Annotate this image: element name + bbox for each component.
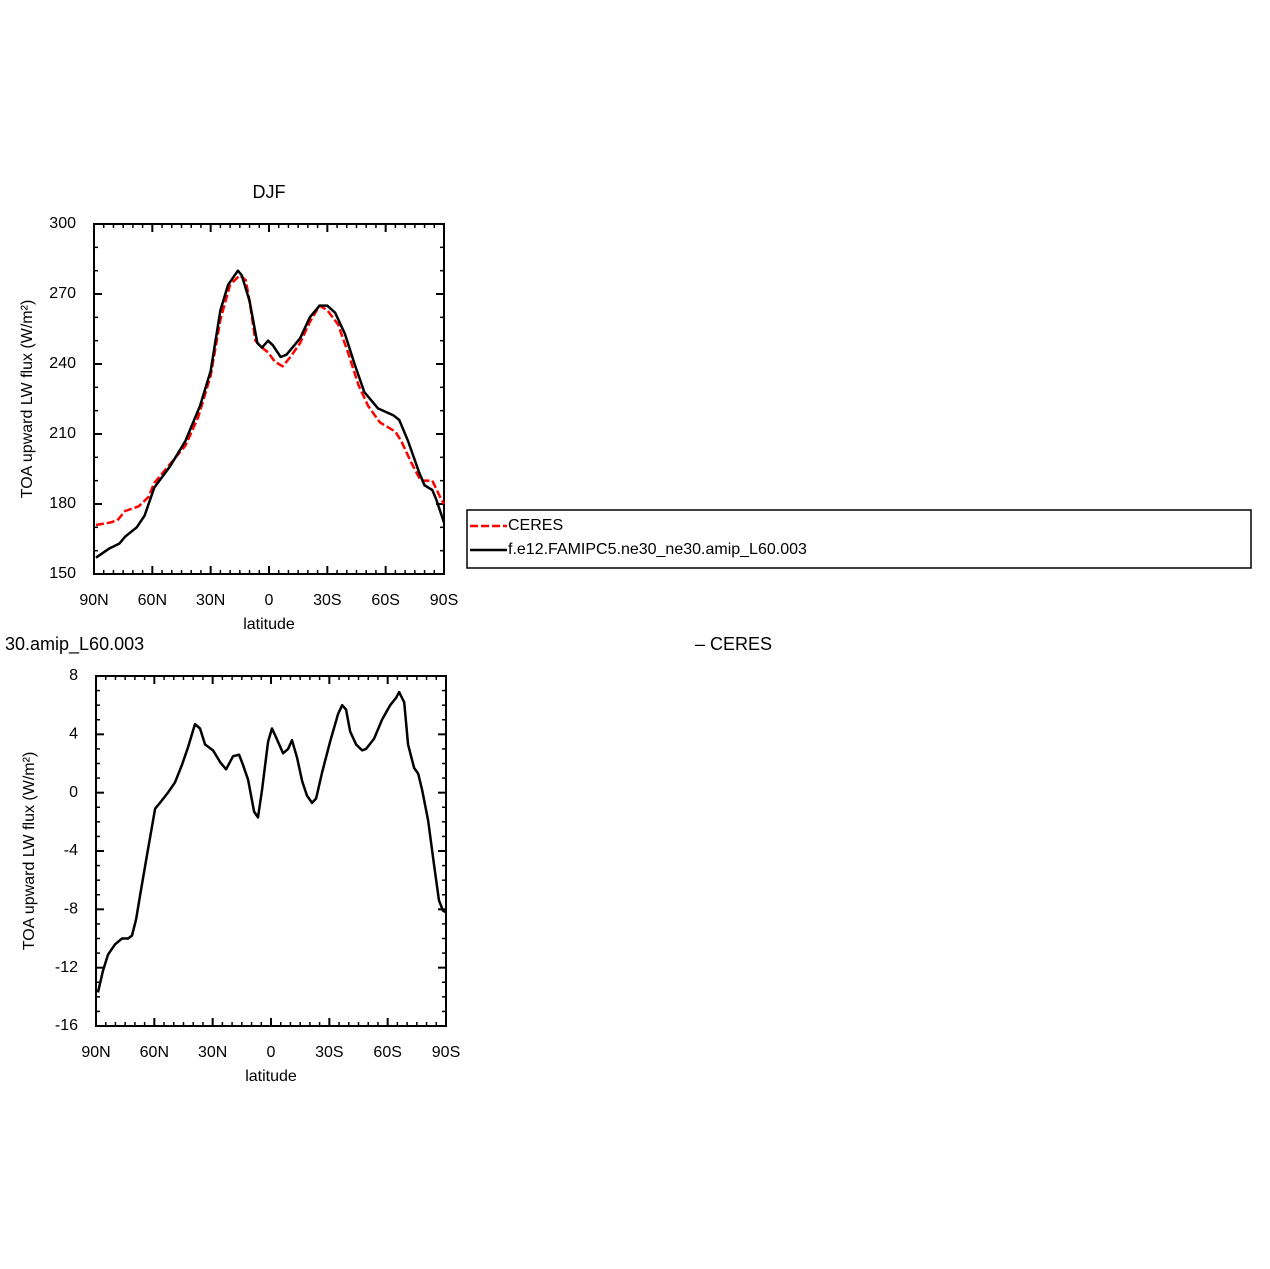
- x-tick-label: 60N: [140, 1044, 169, 1061]
- y-tick-label: -16: [55, 1017, 78, 1034]
- y-tick-label: 4: [69, 726, 78, 743]
- series-line: [95, 274, 446, 527]
- series-line: [96, 690, 447, 993]
- x-tick-label: 30N: [196, 592, 225, 609]
- x-tick-label: 60S: [371, 592, 399, 609]
- x-tick-label: 30S: [315, 1044, 343, 1061]
- title-fragment: 30.amip_L60.003: [5, 634, 144, 655]
- x-tick-label: 90N: [81, 1044, 110, 1061]
- y-tick-label: -8: [64, 901, 78, 918]
- plot-frame: [93, 223, 445, 575]
- y-tick-label: 270: [49, 285, 76, 302]
- y-axis-label: TOA upward LW flux (W/m²): [21, 752, 38, 951]
- y-tick-label: -4: [64, 842, 78, 859]
- y-tick-label: 240: [49, 355, 76, 372]
- x-tick-label: 30S: [313, 592, 341, 609]
- y-tick-label: 8: [69, 667, 78, 684]
- x-tick-label: 30N: [198, 1044, 227, 1061]
- x-tick-label: 90N: [79, 592, 108, 609]
- y-tick-label: 300: [49, 215, 76, 232]
- y-tick-label: 210: [49, 425, 76, 442]
- series-line: [95, 269, 446, 559]
- x-tick-label: 0: [267, 1044, 276, 1061]
- x-axis-label: latitude: [243, 616, 295, 633]
- x-tick-label: 60N: [138, 592, 167, 609]
- x-tick-label: 0: [265, 592, 274, 609]
- x-tick-label: 90S: [432, 1044, 460, 1061]
- title-fragment: – CERES: [695, 634, 772, 654]
- y-tick-label: 180: [49, 495, 76, 512]
- chart-title: DJF: [253, 182, 286, 202]
- legend-box: [466, 509, 1252, 569]
- y-tick-label: 0: [69, 784, 78, 801]
- y-tick-label: -12: [55, 959, 78, 976]
- x-axis-label: latitude: [245, 1068, 297, 1085]
- x-tick-label: 90S: [430, 592, 458, 609]
- legend-label: f.e12.FAMIPC5.ne30_ne30.amip_L60.003: [508, 541, 807, 558]
- y-tick-label: 150: [49, 565, 76, 582]
- y-axis-label: TOA upward LW flux (W/m²): [19, 300, 36, 499]
- x-tick-label: 60S: [373, 1044, 401, 1061]
- legend-label: CERES: [508, 517, 563, 534]
